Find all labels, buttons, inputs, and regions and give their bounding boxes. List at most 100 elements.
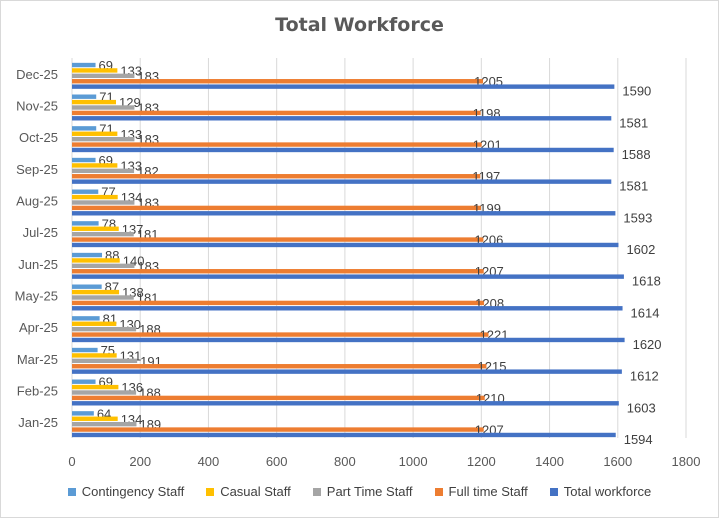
bar [72,274,624,279]
legend-swatch [549,487,558,496]
legend-item: Full time Staff [434,484,528,499]
bar [72,289,120,295]
legend-item: Contingency Staff [67,484,185,499]
bar [72,269,484,274]
legend-label: Full time Staff [448,484,528,499]
legend-swatch [312,487,321,496]
y-tick-label: Sep-25 [16,162,58,177]
bar [72,358,138,364]
legend-item: Casual Staff [206,484,291,499]
data-label: 1614 [631,305,660,320]
x-tick-label: 1800 [672,454,701,469]
data-label: 1581 [619,115,648,130]
bar [72,390,137,395]
data-label: 1603 [627,400,656,415]
bar [72,427,484,432]
bar [72,284,102,289]
bar [72,242,619,248]
bar [72,168,135,174]
bar [72,258,120,263]
bar [72,110,481,116]
bar [72,432,616,438]
bar [72,73,135,79]
y-tick-label: Dec-25 [16,67,58,82]
legend-swatch [67,487,76,496]
x-tick-label: 800 [334,454,356,469]
y-tick-label: Feb-25 [17,384,58,399]
legend-item: Total workforce [549,484,652,499]
bar [72,321,117,326]
x-tick-label: 200 [129,454,151,469]
x-tick-label: 0 [68,454,75,469]
bar [72,332,489,337]
data-label: 1602 [626,242,655,257]
bar [72,94,97,99]
data-label: 1618 [632,274,661,289]
bar [72,295,134,300]
legend-item: Part Time Staff [312,484,413,499]
bar [72,147,614,153]
chart-title: Total Workforce [275,14,444,36]
y-tick-label: Jan-25 [18,415,58,430]
bar [72,300,485,306]
bar [72,174,481,179]
bar [72,68,118,73]
bar [72,126,97,131]
bar [72,263,135,269]
bar [72,316,100,321]
bar [72,337,625,343]
bar [72,84,615,89]
y-tick-label: May-25 [15,289,58,304]
bar [72,221,99,226]
legend-label: Total workforce [563,484,652,499]
bar [72,136,135,142]
legend-swatch [206,487,215,496]
y-tick-label: Apr-25 [19,320,58,335]
data-label: 1612 [630,369,659,384]
legend-label: Contingency Staff [81,484,185,499]
data-label: 1593 [623,210,652,225]
bar [72,252,103,258]
bar [72,211,616,216]
legend-swatch [434,487,443,496]
bar [72,163,118,168]
bar [72,116,612,121]
bar [72,384,119,390]
data-label: 1590 [622,84,651,99]
bar [72,179,612,184]
bar [72,205,481,211]
bar [72,369,622,374]
bar [72,99,117,105]
bar [72,62,96,68]
bar [72,131,118,136]
bar [72,79,484,84]
bar [72,421,137,427]
data-label: 1594 [624,432,653,447]
bar [72,306,623,311]
data-label: 1581 [619,179,648,194]
legend-label: Casual Staff [220,484,291,499]
y-tick-label: Jul-25 [23,225,58,240]
bar [72,353,117,358]
x-tick-label: 400 [198,454,220,469]
x-tick-label: 1000 [399,454,428,469]
bar [72,157,96,163]
chart-legend: Contingency Staff Casual Staff Part Time S… [0,484,719,499]
bar [72,105,135,110]
data-label: 1620 [633,337,662,352]
bar [72,379,96,384]
y-tick-label: Mar-25 [17,352,58,367]
bar [72,189,99,194]
bar [72,347,98,353]
bar [72,401,619,406]
bar [72,364,487,369]
data-label: 1588 [622,147,651,162]
y-tick-label: Oct-25 [19,130,58,145]
x-tick-label: 1600 [603,454,632,469]
bar [72,226,119,231]
y-tick-label: Aug-25 [16,194,58,209]
bar [72,194,118,200]
legend-label: Part Time Staff [326,484,413,499]
bar [72,142,482,147]
